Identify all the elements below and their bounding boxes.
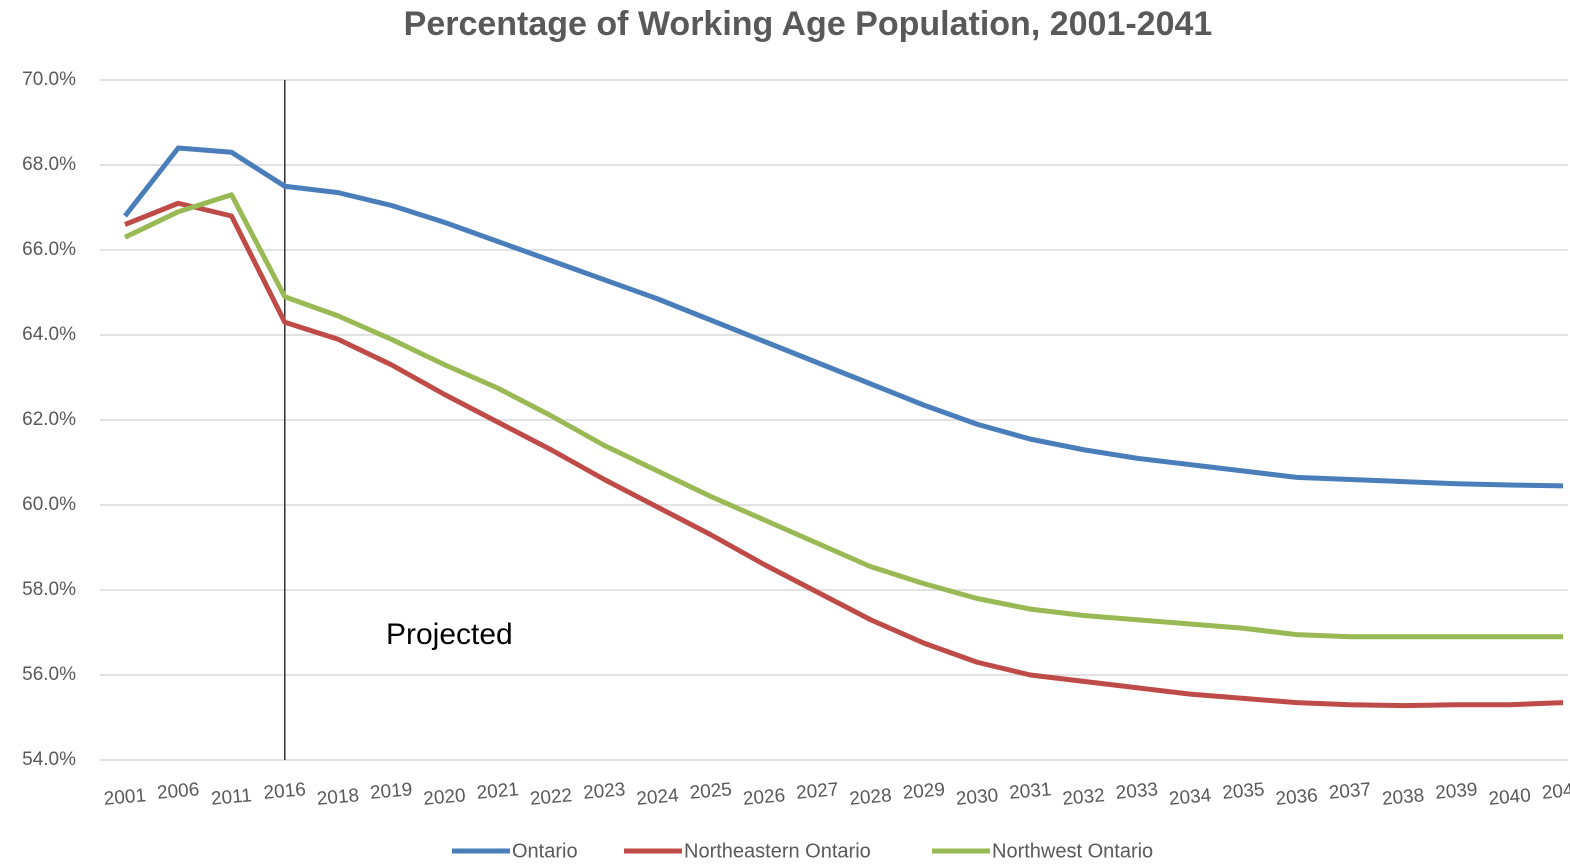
y-tick-label: 68.0%: [22, 154, 76, 175]
series-line: [125, 203, 1563, 705]
x-tick-label: 2032: [1062, 785, 1106, 810]
x-tick-label: 2030: [955, 785, 999, 810]
x-tick-label: 2001: [103, 785, 147, 810]
y-tick-label: 70.0%: [22, 69, 76, 90]
y-tick-label: 58.0%: [22, 579, 76, 600]
annotation: Projected: [386, 618, 513, 651]
x-tick-label: 2019: [369, 779, 413, 804]
x-tick-label: 2023: [582, 779, 626, 804]
chart-title: Percentage of Working Age Population, 20…: [404, 5, 1213, 43]
legend-label: Northwest Ontario: [992, 840, 1153, 862]
x-tick-label: 2006: [156, 779, 200, 804]
x-tick-label: 2022: [529, 785, 573, 810]
x-tick-label: 2018: [316, 785, 360, 810]
x-tick-label: 2039: [1434, 779, 1478, 804]
legend-label: Ontario: [512, 840, 578, 862]
x-tick-label: 2024: [636, 785, 680, 810]
x-tick-label: 2033: [1115, 779, 1159, 804]
y-tick-label: 64.0%: [22, 324, 76, 345]
x-tick-label: 2038: [1381, 785, 1425, 810]
y-tick-label: 54.0%: [22, 749, 76, 770]
series-line: [125, 195, 1563, 637]
x-tick-label: 2035: [1221, 779, 1265, 804]
x-tick-label: 2021: [476, 779, 520, 804]
x-tick-label: 2040: [1488, 785, 1532, 810]
x-tick-label: 2020: [423, 785, 467, 810]
y-tick-label: 62.0%: [22, 409, 76, 430]
x-tick-label: 2034: [1168, 785, 1212, 810]
x-tick-label: 2025: [689, 779, 733, 804]
chart: Percentage of Working Age Population, 20…: [0, 0, 1570, 865]
x-tick-label: 2031: [1008, 779, 1052, 804]
x-tick-label: 2026: [742, 785, 786, 810]
x-tick-label: 2037: [1328, 779, 1372, 804]
x-tick-label: 2041: [1541, 779, 1570, 804]
legend-label: Northeastern Ontario: [684, 840, 871, 862]
x-tick-label: 2029: [902, 779, 946, 804]
x-tick-label: 2028: [849, 785, 893, 810]
y-tick-label: 56.0%: [22, 664, 76, 685]
y-tick-label: 66.0%: [22, 239, 76, 260]
x-tick-label: 2016: [263, 779, 307, 804]
x-tick-label: 2027: [795, 779, 839, 804]
y-tick-label: 60.0%: [22, 494, 76, 515]
x-tick-label: 2011: [210, 785, 253, 809]
x-tick-label: 2036: [1275, 785, 1319, 810]
